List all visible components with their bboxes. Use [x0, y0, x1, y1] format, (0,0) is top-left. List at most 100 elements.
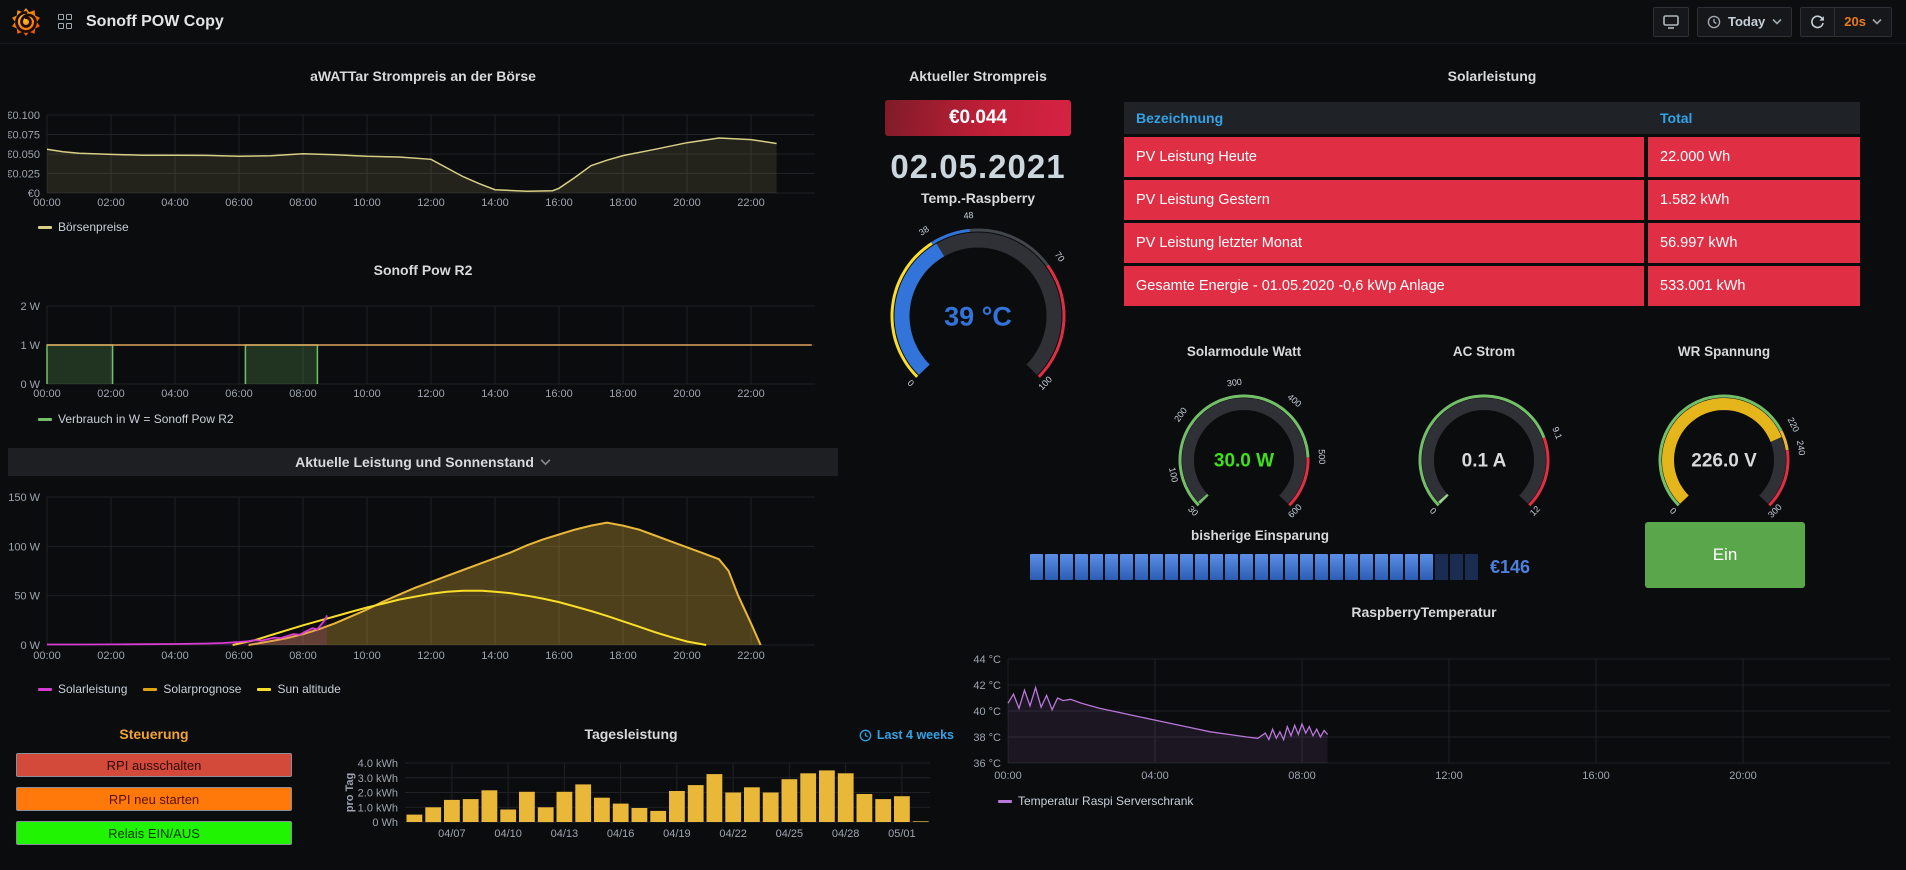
bar[interactable] — [575, 784, 592, 822]
bar[interactable] — [406, 814, 423, 822]
time-range-link[interactable]: Last 4 weeks — [859, 728, 954, 742]
svg-text:20:00: 20:00 — [673, 197, 701, 209]
svg-text:22:00: 22:00 — [737, 650, 765, 662]
solar-chart[interactable]: 0 W 50 W 100 W 150 W 00:00 02:00 04:00 06:00 08:… — [8, 484, 838, 672]
sonoff-chart[interactable]: 0 W 1 W 2 W 00:00 02:00 04:00 06:00 08:00 10:00 1… — [8, 294, 838, 408]
awattar-chart[interactable]: €0 €0.025 €0.050 €0.075 €0.100 00:00 02:00 04:0… — [8, 100, 838, 214]
bar[interactable] — [875, 799, 892, 822]
bar[interactable] — [856, 794, 873, 822]
sonoff-legend: Verbrauch in W = Sonoff Pow R2 — [38, 412, 234, 426]
time-range-label: Today — [1727, 14, 1766, 29]
legend-label: Sun altitude — [277, 682, 341, 696]
svg-text:€0.075: €0.075 — [8, 130, 40, 142]
bar[interactable] — [537, 807, 554, 823]
bar[interactable] — [594, 797, 610, 822]
svg-text:48: 48 — [963, 210, 974, 221]
legend-item[interactable]: Temperatur Raspi Serverschrank — [998, 794, 1193, 808]
rasptemp-legend: Temperatur Raspi Serverschrank — [998, 794, 1193, 808]
svg-text:06:00: 06:00 — [225, 650, 253, 662]
legend-label: Solarleistung — [58, 682, 128, 696]
bar[interactable] — [781, 779, 798, 822]
bar[interactable] — [819, 770, 835, 822]
lcd-cell — [1255, 554, 1268, 580]
tagesleistung-chart[interactable]: 0 Wh 1.0 kWh 2.0 kWh 3.0 kWh 4.0 kWh 04/07 04/… — [300, 748, 962, 852]
bar[interactable] — [556, 791, 573, 822]
refresh-controls: 20s — [1800, 6, 1892, 37]
dashboard-title[interactable]: Sonoff POW Copy — [86, 12, 224, 30]
grafana-logo[interactable] — [12, 7, 40, 36]
ac-gauge-value: 0.1 A — [1462, 451, 1507, 472]
svg-text:20:00: 20:00 — [673, 650, 701, 662]
svg-text:08:00: 08:00 — [289, 197, 317, 209]
control-button-relais-ein-aus[interactable]: Relais EIN/AUS — [16, 821, 292, 845]
svg-text:04/28: 04/28 — [832, 828, 860, 840]
bar[interactable] — [894, 796, 910, 822]
svg-text:240: 240 — [1795, 440, 1807, 456]
lcd-cell — [1045, 554, 1058, 580]
bar[interactable] — [481, 790, 498, 822]
svg-text:04:00: 04:00 — [1141, 770, 1169, 782]
bar[interactable] — [650, 810, 667, 822]
control-button-rpi-ausschalten[interactable]: RPI ausschalten — [16, 753, 292, 777]
ein-button-label: Ein — [1712, 545, 1738, 564]
legend-dash-icon — [998, 799, 1012, 803]
bar[interactable] — [725, 792, 742, 823]
svg-text:70: 70 — [1053, 250, 1067, 264]
table-row: PV Leistung Heute 22.000 Wh — [1124, 137, 1860, 177]
bar[interactable] — [631, 808, 648, 822]
lcd-segments — [1030, 554, 1480, 580]
bar[interactable] — [669, 791, 685, 822]
panel-title: Steuerung — [119, 726, 189, 742]
svg-text:€0.025: €0.025 — [8, 169, 40, 181]
refresh-button[interactable] — [1801, 8, 1834, 36]
legend-label: Solarprognose — [163, 682, 242, 696]
bar[interactable] — [444, 799, 460, 822]
bar[interactable] — [744, 787, 760, 822]
legend-item[interactable]: Solarleistung — [38, 682, 127, 696]
bar[interactable] — [687, 785, 704, 822]
column-header-bezeichnung[interactable]: Bezeichnung — [1136, 110, 1224, 126]
control-button-rpi-neu-starten[interactable]: RPI neu starten — [16, 787, 292, 811]
bar[interactable] — [912, 821, 929, 822]
legend-item[interactable]: Börsenpreise — [38, 220, 129, 234]
bar[interactable] — [500, 809, 517, 823]
legend-item[interactable]: Solarprognose — [143, 682, 241, 696]
lcd-cell — [1090, 554, 1103, 580]
rasptemp-chart[interactable]: 36 °C 38 °C 40 °C 42 °C 44 °C 00:00 04:00 08:00… — [950, 632, 1898, 790]
svg-text:04/16: 04/16 — [607, 828, 635, 840]
bar[interactable] — [519, 791, 535, 822]
bar[interactable] — [612, 803, 629, 822]
svg-text:20:00: 20:00 — [673, 388, 701, 400]
svg-text:16:00: 16:00 — [545, 197, 573, 209]
legend-item[interactable]: Verbrauch in W = Sonoff Pow R2 — [38, 412, 234, 426]
panel-title: Aktuelle Leistung und Sonnenstand — [295, 454, 534, 470]
panel-einsparung: bisherige Einsparung €146 — [1000, 524, 1530, 596]
legend-item[interactable]: Sun altitude — [257, 682, 341, 696]
bar[interactable] — [425, 807, 442, 823]
monitor-icon — [1663, 14, 1679, 29]
svg-text:€0.100: €0.100 — [8, 110, 40, 122]
svg-text:06:00: 06:00 — [225, 388, 253, 400]
column-header-total[interactable]: Total — [1660, 110, 1693, 126]
panel-awattar: aWATTar Strompreis an der Börse €0 €0.025… — [8, 48, 838, 244]
svg-text:2 W: 2 W — [20, 301, 40, 313]
refresh-interval-dropdown[interactable]: 20s — [1834, 7, 1891, 36]
bar[interactable] — [837, 773, 854, 822]
panel-title: Aktueller Strompreis — [909, 68, 1047, 84]
svg-text:00:00: 00:00 — [994, 770, 1022, 782]
lcd-cell — [1375, 554, 1388, 580]
lcd-cell — [1195, 554, 1208, 580]
svg-text:42 °C: 42 °C — [973, 680, 1001, 692]
time-range-picker[interactable]: Today — [1696, 6, 1793, 37]
bar[interactable] — [800, 773, 817, 822]
panel-gauge-ac: AC Strom 0 9.1 12 0.1 A — [1364, 338, 1604, 522]
solar-panel-header[interactable]: Aktuelle Leistung und Sonnenstand — [8, 448, 838, 476]
ein-button[interactable]: Ein — [1645, 522, 1805, 588]
bar[interactable] — [762, 792, 779, 823]
tv-kiosk-button[interactable] — [1652, 6, 1689, 37]
table-cell-total: 1.582 kWh — [1648, 180, 1860, 220]
bar[interactable] — [706, 774, 723, 822]
svg-text:400: 400 — [1285, 392, 1303, 409]
bar[interactable] — [462, 799, 479, 822]
